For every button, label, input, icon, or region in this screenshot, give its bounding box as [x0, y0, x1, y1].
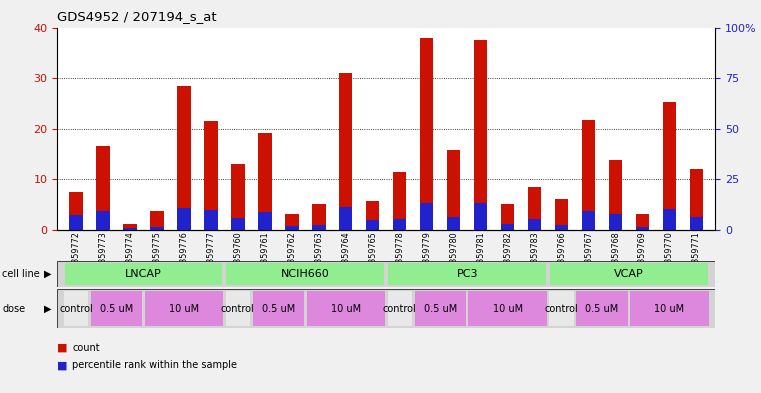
Text: 0.5 uM: 0.5 uM — [100, 303, 133, 314]
Text: ■: ■ — [57, 343, 68, 353]
Bar — [609, 160, 622, 230]
Bar — [635, 214, 649, 230]
Bar — [555, 225, 568, 230]
Bar — [96, 211, 110, 230]
Bar — [576, 291, 628, 326]
Bar — [609, 214, 622, 230]
Bar — [501, 204, 514, 230]
Bar — [258, 133, 272, 230]
Text: ■: ■ — [57, 360, 68, 371]
Text: control: control — [545, 303, 578, 314]
Bar — [582, 119, 595, 230]
Bar — [258, 212, 272, 230]
Text: dose: dose — [2, 303, 25, 314]
Bar — [231, 164, 244, 230]
Bar — [635, 227, 649, 230]
Bar — [387, 291, 412, 326]
Bar — [231, 218, 244, 230]
Bar — [393, 172, 406, 230]
Text: 10 uM: 10 uM — [169, 303, 199, 314]
Bar — [393, 219, 406, 230]
Text: count: count — [72, 343, 100, 353]
Text: 0.5 uM: 0.5 uM — [262, 303, 295, 314]
Bar — [528, 187, 541, 230]
Text: cell line: cell line — [2, 269, 40, 279]
Text: LNCAP: LNCAP — [125, 269, 162, 279]
Bar — [177, 86, 190, 230]
Bar — [177, 208, 190, 230]
Text: 10 uM: 10 uM — [654, 303, 685, 314]
Bar — [366, 200, 380, 230]
Bar — [307, 291, 385, 326]
Bar — [285, 226, 298, 230]
Bar — [145, 291, 223, 326]
Bar — [550, 263, 708, 285]
Text: control: control — [59, 303, 93, 314]
Bar — [501, 224, 514, 230]
Bar — [226, 291, 250, 326]
Bar — [285, 214, 298, 230]
Bar — [227, 263, 384, 285]
Bar — [469, 291, 546, 326]
Bar — [65, 263, 222, 285]
Bar — [123, 224, 137, 230]
Text: 0.5 uM: 0.5 uM — [424, 303, 457, 314]
Bar — [630, 291, 708, 326]
Bar — [447, 150, 460, 230]
Bar — [204, 121, 218, 230]
Bar — [689, 169, 703, 230]
Bar — [64, 291, 88, 326]
Bar — [150, 211, 164, 230]
Text: percentile rank within the sample: percentile rank within the sample — [72, 360, 237, 371]
Bar — [555, 198, 568, 230]
Bar — [447, 217, 460, 230]
Bar — [549, 291, 574, 326]
Text: 0.5 uM: 0.5 uM — [585, 303, 619, 314]
Text: NCIH660: NCIH660 — [281, 269, 330, 279]
Bar — [312, 204, 326, 230]
Bar — [150, 228, 164, 230]
Bar — [339, 73, 352, 230]
Bar — [474, 202, 487, 230]
Bar — [96, 147, 110, 230]
Text: control: control — [383, 303, 416, 314]
Text: GDS4952 / 207194_s_at: GDS4952 / 207194_s_at — [57, 10, 217, 23]
Text: ▶: ▶ — [44, 303, 52, 314]
Bar — [420, 203, 434, 230]
Text: 10 uM: 10 uM — [492, 303, 523, 314]
Text: PC3: PC3 — [457, 269, 478, 279]
Bar — [339, 207, 352, 230]
Text: VCAP: VCAP — [614, 269, 644, 279]
Text: control: control — [221, 303, 255, 314]
Bar — [420, 38, 434, 230]
Bar — [474, 40, 487, 230]
Bar — [91, 291, 142, 326]
Bar — [69, 192, 83, 230]
Bar — [69, 215, 83, 230]
Bar — [366, 220, 380, 230]
Bar — [663, 209, 677, 230]
Bar — [528, 219, 541, 230]
Bar — [415, 291, 466, 326]
Bar — [204, 209, 218, 230]
Bar — [582, 211, 595, 230]
Bar — [689, 217, 703, 230]
Bar — [388, 263, 546, 285]
Bar — [312, 225, 326, 230]
Bar — [663, 103, 677, 230]
Bar — [253, 291, 304, 326]
Text: 10 uM: 10 uM — [331, 303, 361, 314]
Text: ▶: ▶ — [44, 269, 52, 279]
Bar — [123, 228, 137, 230]
